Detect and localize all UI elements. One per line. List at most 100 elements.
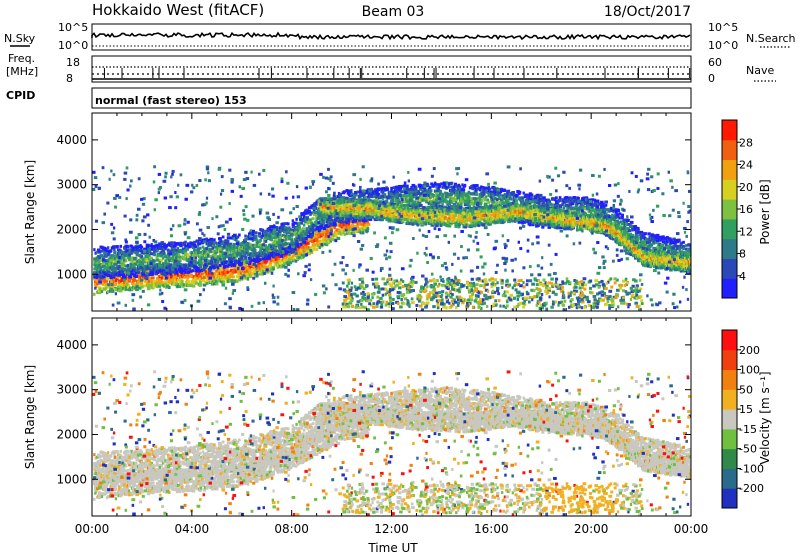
power-cell: [289, 230, 292, 234]
power-cell: [332, 234, 336, 238]
power-cell: [299, 251, 303, 255]
power-cell: [366, 195, 371, 199]
power-cell: [205, 276, 209, 280]
power-cell: [507, 189, 511, 193]
power-cell: [307, 252, 312, 256]
power-cell: [188, 273, 193, 277]
power-cell: [286, 263, 291, 267]
power-cell: [139, 267, 144, 271]
power-cell: [352, 195, 357, 199]
power-cell: [487, 200, 491, 204]
power-cell: [401, 195, 404, 199]
power-cell: [130, 287, 134, 291]
power-cell: [249, 242, 252, 246]
power-cell: [163, 270, 167, 274]
power-cell: [193, 240, 196, 244]
power-cell: [206, 253, 210, 257]
power-cell: [359, 231, 363, 235]
power-cell: [265, 249, 269, 253]
power-cell: [113, 248, 116, 252]
power-cell: [234, 270, 238, 274]
power-cell: [435, 199, 439, 203]
power-cell: [402, 193, 406, 197]
power-cell: [384, 193, 387, 197]
power-cell: [290, 230, 294, 234]
power-cell: [223, 270, 227, 274]
power-cell: [481, 185, 485, 189]
power-cell: [116, 275, 120, 279]
power-cell: [115, 245, 119, 249]
power-cell: [149, 279, 154, 283]
power-cell: [179, 283, 184, 287]
power-cell: [468, 203, 472, 207]
power-cell: [482, 192, 485, 196]
power-cell: [472, 205, 476, 209]
power-cell: [230, 236, 234, 240]
power-cell: [203, 266, 207, 270]
power-cell: [338, 230, 342, 234]
power-cell: [268, 261, 273, 265]
power-cell: [264, 250, 268, 254]
power-cell: [506, 192, 509, 196]
power-cell: [255, 266, 259, 270]
power-cell: [94, 260, 98, 264]
power-cell: [319, 216, 322, 220]
power-cell: [219, 249, 223, 253]
power-cell: [140, 262, 144, 266]
power-cell: [233, 265, 237, 269]
power-cell: [502, 188, 506, 192]
power-cell: [257, 243, 262, 247]
power-cell: [93, 275, 97, 279]
power-cell: [379, 187, 382, 191]
power-cell: [144, 248, 148, 252]
power-cell: [139, 281, 144, 285]
power-cell: [280, 226, 284, 230]
power-cell: [320, 224, 324, 228]
power-cell: [314, 247, 319, 251]
power-cell: [244, 234, 247, 238]
power-cell: [230, 255, 233, 259]
power-cell: [219, 267, 223, 271]
power-cell: [391, 196, 395, 200]
power-cell: [515, 199, 518, 203]
power-cell: [271, 267, 275, 271]
power-cell: [244, 257, 248, 261]
power-cell: [347, 222, 350, 226]
power-cell: [160, 253, 164, 257]
power-cell: [329, 239, 332, 243]
power-cell: [312, 247, 316, 251]
power-cell: [120, 250, 125, 254]
power-cell: [108, 250, 111, 254]
power-cell: [455, 198, 458, 202]
power-cell: [176, 246, 180, 250]
power-cell: [225, 241, 230, 245]
power-cell: [173, 247, 176, 251]
power-cell: [191, 284, 196, 288]
power-cell: [102, 287, 107, 291]
power-cell: [269, 225, 273, 229]
power-cell: [184, 263, 189, 267]
power-cell: [221, 259, 225, 263]
power-cell: [264, 259, 269, 263]
power-cell: [189, 269, 193, 273]
power-cell: [210, 259, 214, 263]
power-cell: [325, 235, 328, 239]
power-cell: [263, 262, 267, 266]
power-cell: [154, 272, 159, 276]
power-cell: [364, 196, 367, 200]
power-cell: [325, 243, 329, 247]
power-cell: [301, 247, 306, 251]
power-cell: [164, 244, 169, 248]
power-cell: [154, 282, 158, 286]
power-cell: [203, 281, 207, 285]
power-cell: [145, 251, 150, 255]
power-cell: [291, 259, 295, 263]
power-cell: [356, 222, 359, 226]
power-cell: [147, 279, 152, 283]
power-cell: [290, 228, 294, 232]
power-cell: [344, 206, 348, 210]
power-cell: [200, 256, 203, 260]
power-cell: [111, 269, 116, 273]
power-cell: [229, 260, 233, 264]
power-cell: [297, 255, 301, 259]
